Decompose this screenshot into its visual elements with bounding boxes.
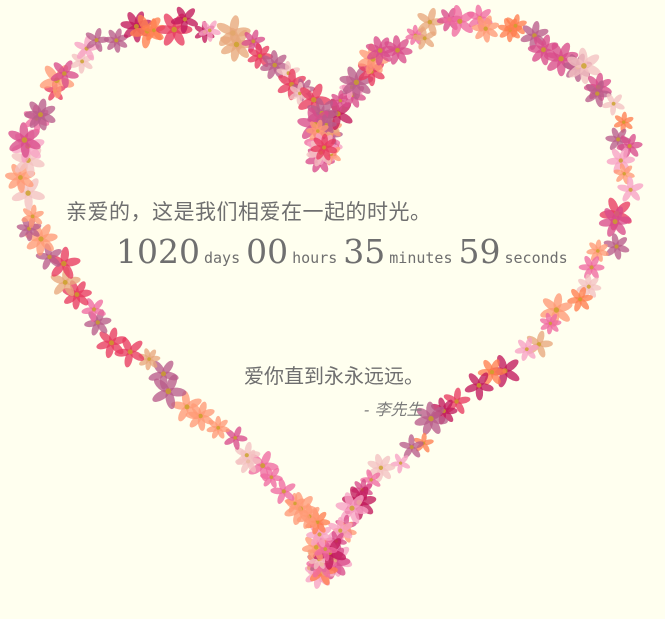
seconds-value: 59 — [458, 232, 501, 271]
flower — [504, 14, 527, 38]
flower — [103, 28, 129, 53]
hours-label: hours — [292, 249, 338, 267]
flower — [330, 90, 351, 112]
seconds-label: seconds — [504, 249, 568, 267]
flower — [171, 390, 202, 422]
greeting-text: 亲爱的，这是我们相爱在一起的时光。 — [66, 200, 432, 224]
flower — [578, 255, 605, 279]
flower — [170, 6, 199, 34]
days-value: 1020 — [116, 232, 200, 271]
minutes-value: 35 — [343, 232, 386, 271]
flower — [365, 36, 396, 66]
flower — [598, 206, 632, 237]
hours-value: 00 — [246, 232, 289, 271]
flower — [477, 359, 507, 385]
flower — [260, 50, 290, 80]
flower — [11, 178, 45, 211]
flower — [206, 415, 230, 439]
flower — [471, 15, 500, 43]
flower — [284, 492, 306, 513]
flower — [50, 60, 79, 89]
flower — [8, 122, 41, 158]
minutes-label: minutes — [389, 249, 453, 267]
flower — [81, 298, 106, 323]
flower — [21, 204, 44, 229]
flower — [539, 312, 562, 335]
flower — [96, 327, 127, 359]
flower — [617, 176, 644, 202]
flower — [514, 337, 539, 361]
flower — [270, 478, 296, 504]
flower — [335, 492, 369, 525]
flower — [152, 374, 187, 410]
flower — [443, 387, 471, 414]
flower — [567, 286, 593, 312]
elapsed-time-counter: 1020 days 00 hours 35 minutes 59 seconds — [116, 232, 574, 271]
flower — [567, 47, 601, 85]
flower — [138, 348, 161, 371]
flower — [399, 434, 424, 458]
flower — [316, 114, 337, 135]
flower — [414, 401, 448, 435]
flower — [148, 360, 179, 390]
flower — [601, 93, 625, 116]
flower — [383, 35, 413, 65]
flower — [198, 20, 221, 42]
days-label: days — [203, 249, 241, 267]
signature-text: - 李先生 — [364, 400, 423, 419]
closing-text: 爱你直到永永远远。 — [244, 364, 424, 388]
flower — [464, 372, 494, 401]
flower — [24, 98, 56, 131]
flower — [310, 133, 338, 161]
